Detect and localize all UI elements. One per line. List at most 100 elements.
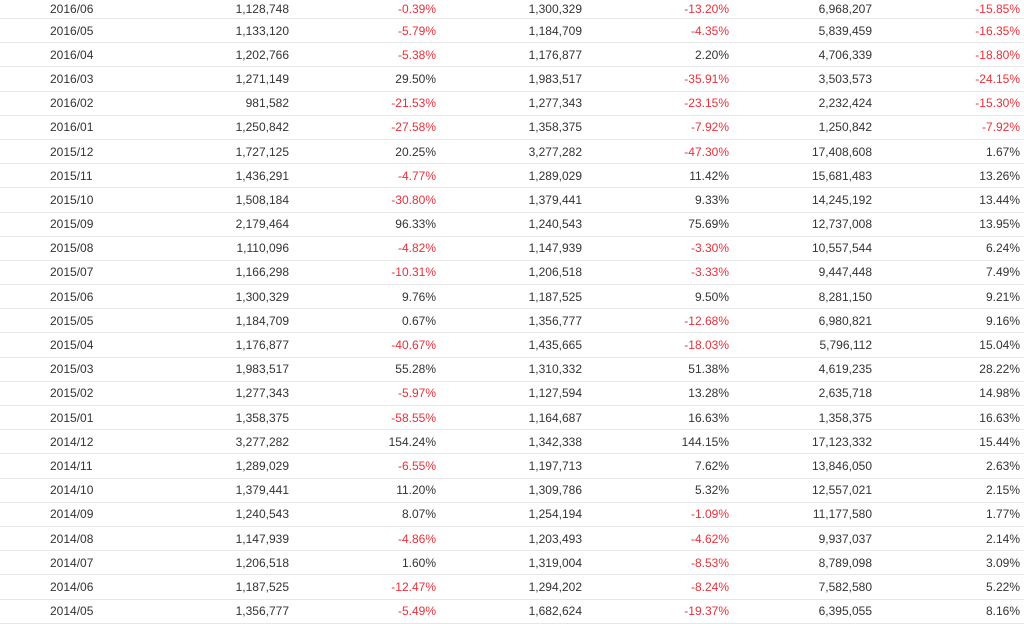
value-c-cell: 6,980,821 bbox=[733, 308, 876, 334]
month-cell: 2016/03 bbox=[0, 66, 150, 92]
month-cell: 2015/08 bbox=[0, 236, 150, 261]
value-c-cell: 4,619,235 bbox=[733, 357, 876, 382]
month-cell: 2014/05 bbox=[0, 599, 150, 624]
value-b-cell: 3,277,282 bbox=[440, 139, 586, 165]
value-c-cell: 11,177,580 bbox=[733, 502, 876, 527]
value-c-cell: 6,395,055 bbox=[733, 599, 876, 624]
change-c-cell: 13.26% bbox=[876, 163, 1024, 189]
change-a-cell: 96.33% bbox=[293, 212, 440, 237]
change-b-cell: 11.42% bbox=[586, 163, 733, 189]
month-cell: 2015/11 bbox=[0, 163, 150, 189]
change-c-cell: 16.63% bbox=[876, 405, 1024, 431]
change-a-cell: 0.67% bbox=[293, 308, 440, 334]
value-a-cell: 1,727,125 bbox=[150, 139, 293, 165]
table-row: 2016/01 1,250,842 -27.58% 1,358,375 -7.92% 1,… bbox=[0, 115, 1024, 140]
month-cell: 2015/02 bbox=[0, 381, 150, 407]
change-b-cell: -3.33% bbox=[586, 260, 733, 286]
value-c-cell: 17,408,608 bbox=[733, 139, 876, 165]
value-b-cell: 1,197,713 bbox=[440, 453, 586, 479]
value-b-cell: 1,310,332 bbox=[440, 357, 586, 382]
value-b-cell: 1,277,343 bbox=[440, 91, 586, 116]
value-a-cell: 1,436,291 bbox=[150, 163, 293, 189]
change-b-cell: -18.03% bbox=[586, 332, 733, 358]
value-a-cell: 1,166,298 bbox=[150, 260, 293, 286]
table-row: 2015/06 1,300,329 9.76% 1,187,525 9.50% 8,281… bbox=[0, 284, 1024, 310]
change-a-cell: -5.97% bbox=[293, 381, 440, 407]
change-a-cell: -4.86% bbox=[293, 526, 440, 552]
change-a-cell: -30.80% bbox=[293, 187, 440, 213]
month-cell: 2015/03 bbox=[0, 357, 150, 382]
value-b-cell: 1,319,004 bbox=[440, 550, 586, 576]
change-a-cell: 55.28% bbox=[293, 357, 440, 382]
value-b-cell: 1,435,665 bbox=[440, 332, 586, 358]
change-a-cell: -58.55% bbox=[293, 405, 440, 431]
table-row: 2014/06 1,187,525 -12.47% 1,294,202 -8.24% 7,… bbox=[0, 574, 1024, 600]
value-b-cell: 1,300,329 bbox=[440, 0, 586, 19]
change-b-cell: -8.53% bbox=[586, 550, 733, 576]
month-cell: 2015/01 bbox=[0, 405, 150, 431]
value-c-cell: 5,839,459 bbox=[733, 18, 876, 44]
value-b-cell: 1,184,709 bbox=[440, 18, 586, 44]
change-b-cell: -4.62% bbox=[586, 526, 733, 552]
change-a-cell: -4.82% bbox=[293, 236, 440, 261]
change-b-cell: -47.30% bbox=[586, 139, 733, 165]
change-b-cell: -35.91% bbox=[586, 66, 733, 92]
value-a-cell: 1,300,329 bbox=[150, 284, 293, 310]
table-row: 2016/02 981,582 -21.53% 1,277,343 -23.15% 2,2… bbox=[0, 91, 1024, 116]
table-row: 2015/01 1,358,375 -58.55% 1,164,687 16.63% 1,… bbox=[0, 405, 1024, 431]
value-b-cell: 1,254,194 bbox=[440, 502, 586, 527]
month-cell: 2016/06 bbox=[0, 0, 150, 19]
value-b-cell: 1,983,517 bbox=[440, 66, 586, 92]
month-cell: 2015/07 bbox=[0, 260, 150, 286]
change-c-cell: 1.67% bbox=[876, 139, 1024, 165]
table-row: 2016/05 1,133,120 -5.79% 1,184,709 -4.35% 5,8… bbox=[0, 18, 1024, 44]
value-c-cell: 14,245,192 bbox=[733, 187, 876, 213]
value-b-cell: 1,127,594 bbox=[440, 381, 586, 407]
change-b-cell: 2.20% bbox=[586, 42, 733, 68]
table-row: 2016/06 1,128,748 -0.39% 1,300,329 -13.20% 6,… bbox=[0, 0, 1024, 19]
table-row: 2015/07 1,166,298 -10.31% 1,206,518 -3.33% 9,… bbox=[0, 260, 1024, 286]
value-a-cell: 1,358,375 bbox=[150, 405, 293, 431]
change-b-cell: 16.63% bbox=[586, 405, 733, 431]
value-a-cell: 1,508,184 bbox=[150, 187, 293, 213]
value-c-cell: 5,796,112 bbox=[733, 332, 876, 358]
change-a-cell: -5.49% bbox=[293, 599, 440, 624]
change-a-cell: -12.47% bbox=[293, 574, 440, 600]
value-c-cell: 2,635,718 bbox=[733, 381, 876, 407]
table-row: 2014/07 1,206,518 1.60% 1,319,004 -8.53% 8,78… bbox=[0, 550, 1024, 576]
value-a-cell: 1,110,096 bbox=[150, 236, 293, 261]
table-row: 2014/10 1,379,441 11.20% 1,309,786 5.32% 12,5… bbox=[0, 478, 1024, 503]
value-b-cell: 1,379,441 bbox=[440, 187, 586, 213]
change-c-cell: -15.85% bbox=[876, 0, 1024, 19]
table-row: 2014/11 1,289,029 -6.55% 1,197,713 7.62% 13,8… bbox=[0, 453, 1024, 479]
change-b-cell: -8.24% bbox=[586, 574, 733, 600]
value-c-cell: 1,250,842 bbox=[733, 115, 876, 140]
month-cell: 2016/01 bbox=[0, 115, 150, 140]
change-a-cell: 1.60% bbox=[293, 550, 440, 576]
value-b-cell: 1,203,493 bbox=[440, 526, 586, 552]
table-row: 2014/08 1,147,939 -4.86% 1,203,493 -4.62% 9,9… bbox=[0, 526, 1024, 552]
value-c-cell: 9,447,448 bbox=[733, 260, 876, 286]
change-a-cell: 9.76% bbox=[293, 284, 440, 310]
value-a-cell: 1,176,877 bbox=[150, 332, 293, 358]
change-a-cell: 29.50% bbox=[293, 66, 440, 92]
table-row: 2015/09 2,179,464 96.33% 1,240,543 75.69% 12,… bbox=[0, 212, 1024, 237]
change-c-cell: -15.30% bbox=[876, 91, 1024, 116]
table-row: 2016/03 1,271,149 29.50% 1,983,517 -35.91% 3,… bbox=[0, 66, 1024, 92]
month-cell: 2015/06 bbox=[0, 284, 150, 310]
month-cell: 2015/09 bbox=[0, 212, 150, 237]
value-a-cell: 1,202,766 bbox=[150, 42, 293, 68]
change-c-cell: -7.92% bbox=[876, 115, 1024, 140]
change-c-cell: 2.14% bbox=[876, 526, 1024, 552]
month-cell: 2015/05 bbox=[0, 308, 150, 334]
change-a-cell: -21.53% bbox=[293, 91, 440, 116]
value-b-cell: 1,206,518 bbox=[440, 260, 586, 286]
change-b-cell: -12.68% bbox=[586, 308, 733, 334]
change-b-cell: 9.33% bbox=[586, 187, 733, 213]
month-cell: 2014/07 bbox=[0, 550, 150, 576]
value-b-cell: 1,356,777 bbox=[440, 308, 586, 334]
table-row: 2015/02 1,277,343 -5.97% 1,127,594 13.28% 2,6… bbox=[0, 381, 1024, 407]
value-a-cell: 1,133,120 bbox=[150, 18, 293, 44]
change-b-cell: 51.38% bbox=[586, 357, 733, 382]
